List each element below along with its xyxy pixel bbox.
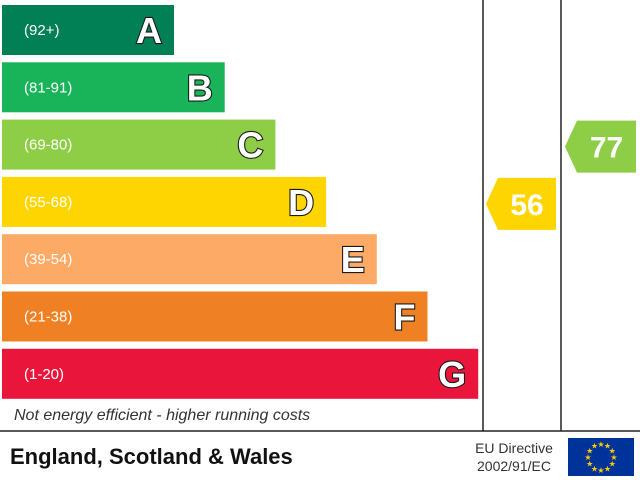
band-letter-c: C — [237, 125, 263, 166]
svg-text:★: ★ — [609, 447, 616, 456]
footer-note: Not energy efficient - higher running co… — [14, 407, 310, 424]
band-range-e: (39-54) — [24, 251, 72, 268]
directive-line1: EU Directive — [475, 440, 553, 456]
current-rating-value: 56 — [510, 189, 543, 222]
band-bar-b — [2, 62, 225, 113]
band-letter-f: F — [394, 297, 416, 338]
band-letter-e: E — [341, 239, 365, 280]
band-d: (55-68) D — [2, 176, 327, 227]
band-letter-g: G — [438, 354, 466, 395]
band-group: (92+) A (81-91) B (69-80) C (55-68) D (39-54) E (2… — [2, 5, 479, 399]
current-rating-arrow — [486, 177, 556, 230]
band-letter-b: B — [187, 67, 213, 108]
band-g: (1-20) G — [2, 348, 479, 399]
band-range-a: (92+) — [24, 22, 59, 39]
band-letter-a: A — [136, 10, 162, 51]
band-bar-c — [2, 119, 276, 170]
svg-text:★: ★ — [597, 440, 604, 449]
svg-text:★: ★ — [610, 453, 617, 462]
svg-text:★: ★ — [597, 466, 604, 475]
svg-text:★: ★ — [591, 464, 598, 473]
band-f: (21-38) F — [2, 291, 428, 342]
band-bar-d — [2, 176, 327, 227]
band-range-b: (81-91) — [24, 79, 72, 96]
svg-text:★: ★ — [584, 453, 591, 462]
region-label: England, Scotland & Wales — [10, 444, 293, 469]
band-range-f: (21-38) — [24, 309, 72, 326]
potential-rating-value: 77 — [590, 132, 623, 165]
current-rating: 56 — [486, 177, 556, 230]
band-range-g: (1-20) — [24, 366, 64, 383]
band-range-d: (55-68) — [24, 194, 72, 211]
band-letter-d: D — [288, 182, 314, 223]
band-bar-a — [2, 5, 174, 55]
band-bar-g — [2, 348, 479, 399]
svg-text:★: ★ — [604, 464, 611, 473]
potential-rating: 77 — [565, 120, 636, 173]
svg-text:★: ★ — [604, 442, 611, 451]
svg-text:★: ★ — [591, 442, 598, 451]
band-bar-f — [2, 291, 428, 342]
svg-text:★: ★ — [586, 460, 593, 469]
band-a: (92+) A — [2, 5, 174, 55]
band-e: (39-54) E — [2, 234, 377, 285]
rating-group: 56 77 — [486, 120, 636, 230]
svg-text:★: ★ — [586, 447, 593, 456]
band-range-c: (69-80) — [24, 137, 72, 154]
band-c: (69-80) C — [2, 119, 276, 170]
eu-flag-icon: ★ ★★★★★★★★★★★ — [568, 438, 634, 476]
directive-line2: 2002/91/EC — [477, 458, 551, 474]
potential-rating-arrow — [565, 120, 636, 173]
band-b: (81-91) B — [2, 62, 225, 113]
svg-text:★: ★ — [609, 460, 616, 469]
band-bar-e — [2, 234, 377, 285]
